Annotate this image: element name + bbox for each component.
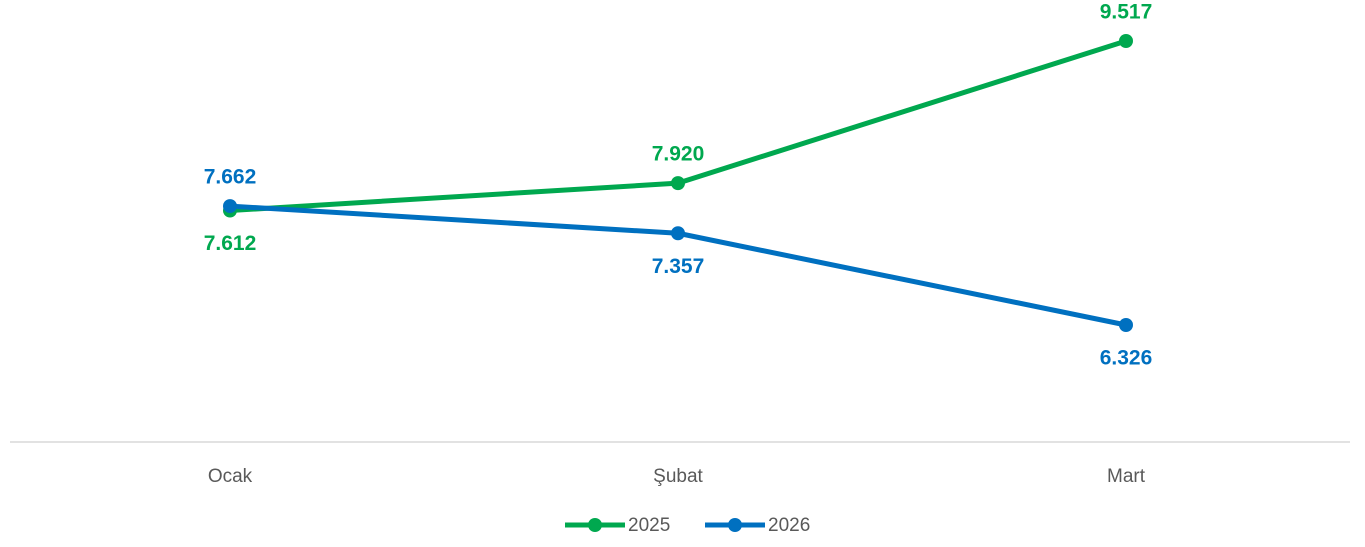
data-label: 7.920: [652, 143, 705, 166]
data-point: [223, 199, 237, 214]
x-tick-label: Mart: [1107, 466, 1146, 487]
legend-marker: [588, 518, 602, 532]
data-point: [1119, 318, 1133, 332]
data-label: 6.326: [1100, 347, 1153, 370]
legend-label: 2026: [768, 515, 810, 536]
legend-label: 2025: [628, 515, 670, 536]
data-label: 9.517: [1100, 1, 1153, 24]
data-label: 7.662: [204, 166, 257, 189]
data-label: 7.612: [204, 232, 257, 255]
data-point: [671, 176, 685, 191]
legend-marker: [728, 518, 742, 532]
x-tick-label: Şubat: [653, 466, 703, 487]
data-point: [671, 226, 685, 241]
data-point: [1119, 34, 1133, 48]
x-tick-label: Ocak: [208, 466, 253, 487]
data-label: 7.357: [652, 255, 705, 278]
